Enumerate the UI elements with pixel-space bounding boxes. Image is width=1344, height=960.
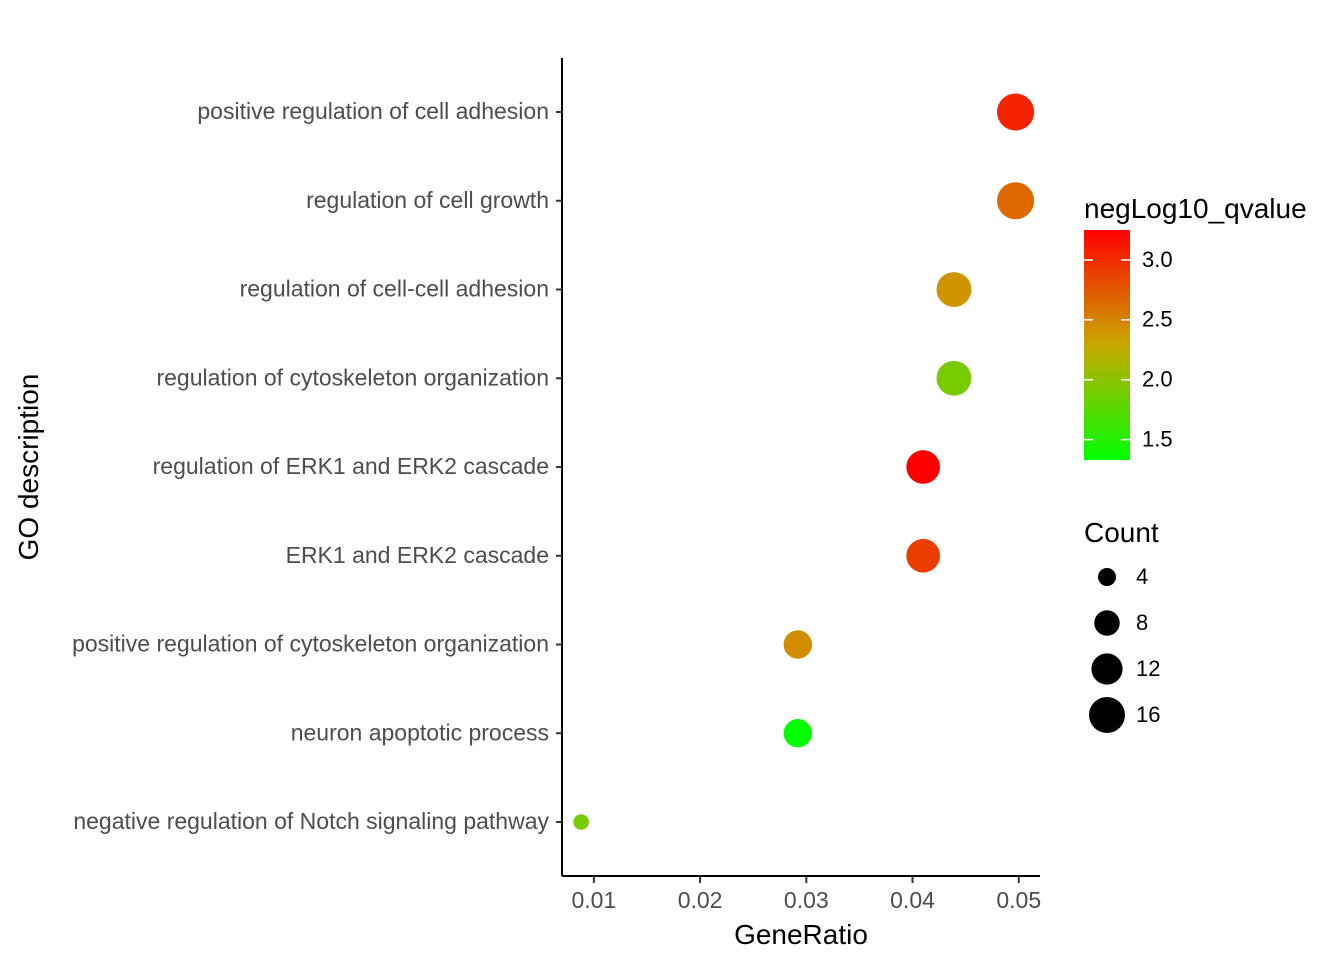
y-tick-label: regulation of ERK1 and ERK2 cascade	[153, 453, 549, 479]
x-tick-label: 0.05	[996, 887, 1041, 913]
size-legend-label: 16	[1136, 702, 1160, 727]
data-point	[906, 450, 940, 484]
x-tick-label: 0.01	[571, 887, 616, 913]
y-tick-label: regulation of cytoskeleton organization	[156, 364, 549, 390]
size-legend-key	[1091, 653, 1123, 685]
y-tick-label: regulation of cell growth	[306, 187, 549, 213]
data-point	[936, 272, 972, 307]
data-point	[936, 360, 972, 396]
y-tick-label: positive regulation of cytoskeleton orga…	[72, 631, 549, 657]
color-legend-label: 1.5	[1142, 426, 1173, 451]
y-tick-label: neuron apoptotic process	[291, 719, 549, 745]
color-legend-title: negLog10_qvalue	[1084, 193, 1307, 224]
color-legend-label: 2.0	[1142, 367, 1173, 392]
data-point	[997, 93, 1035, 131]
data-point	[906, 538, 940, 573]
size-legend-title: Count	[1084, 517, 1159, 548]
x-tick-label: 0.04	[890, 887, 935, 913]
y-tick-label: negative regulation of Notch signaling p…	[73, 808, 549, 834]
data-points	[573, 93, 1035, 830]
color-legend: negLog10_qvalue 3.0 2.5 2.0 1.5	[1084, 193, 1307, 460]
data-point	[783, 630, 813, 659]
size-legend-label: 4	[1136, 564, 1148, 589]
color-legend-label: 3.0	[1142, 247, 1173, 272]
size-legend: Count 4 8 12 16	[1084, 517, 1160, 733]
data-point	[573, 814, 589, 830]
size-legend-key	[1098, 568, 1116, 586]
color-legend-label: 2.5	[1142, 307, 1173, 332]
data-point	[997, 182, 1035, 220]
x-tick-label: 0.02	[678, 887, 723, 913]
size-legend-key	[1089, 697, 1125, 733]
x-tick-label: 0.03	[784, 887, 829, 913]
axes	[561, 58, 1040, 877]
size-legend-label: 12	[1136, 656, 1160, 681]
color-legend-bar	[1084, 230, 1130, 460]
y-axis-ticks: positive regulation of cell adhesion regu…	[72, 98, 562, 834]
size-legend-label: 8	[1136, 610, 1148, 635]
y-tick-label: ERK1 and ERK2 cascade	[286, 542, 549, 568]
y-tick-label: positive regulation of cell adhesion	[197, 98, 549, 124]
x-axis-ticks: 0.01 0.02 0.03 0.04 0.05	[571, 876, 1041, 913]
data-point	[783, 719, 813, 748]
y-axis-title: GO description	[13, 374, 44, 561]
size-legend-key	[1094, 610, 1120, 636]
color-legend-ticks: 3.0 2.5 2.0 1.5	[1084, 247, 1173, 451]
y-tick-label: regulation of cell-cell adhesion	[240, 276, 549, 302]
x-axis-title: GeneRatio	[734, 919, 868, 950]
size-legend-items: 4 8 12 16	[1089, 564, 1160, 733]
